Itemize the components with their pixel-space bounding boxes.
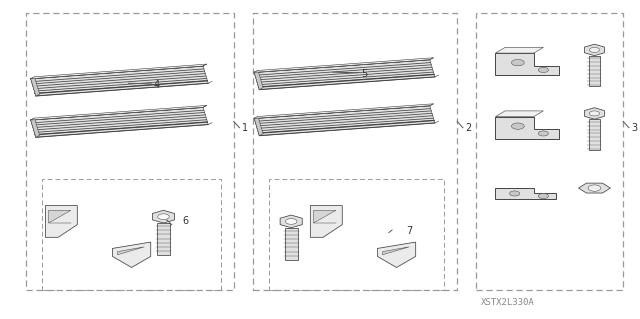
Text: 6: 6 [182, 216, 189, 226]
Polygon shape [280, 215, 302, 228]
Polygon shape [310, 205, 342, 237]
Polygon shape [589, 119, 600, 150]
Polygon shape [584, 108, 604, 119]
Text: 1: 1 [242, 123, 248, 133]
Bar [269, 179, 444, 290]
Circle shape [538, 131, 548, 136]
Polygon shape [254, 60, 435, 90]
Text: 2: 2 [465, 123, 472, 133]
Bar [476, 13, 623, 290]
Circle shape [538, 67, 548, 72]
Polygon shape [31, 77, 40, 96]
Bar [42, 179, 221, 290]
Polygon shape [495, 111, 543, 117]
Polygon shape [31, 118, 40, 137]
Polygon shape [254, 116, 263, 136]
Circle shape [589, 48, 600, 52]
Circle shape [589, 111, 600, 116]
Polygon shape [31, 107, 208, 137]
Circle shape [588, 185, 601, 191]
Polygon shape [254, 58, 434, 72]
Polygon shape [31, 66, 208, 96]
Polygon shape [49, 210, 71, 223]
Polygon shape [157, 223, 170, 255]
Polygon shape [495, 53, 559, 75]
Text: 4: 4 [154, 80, 160, 90]
Polygon shape [378, 242, 415, 268]
Circle shape [157, 214, 169, 219]
Polygon shape [495, 188, 556, 199]
Polygon shape [584, 44, 604, 56]
Polygon shape [31, 64, 207, 79]
Polygon shape [285, 228, 298, 260]
Circle shape [511, 123, 524, 129]
Text: 3: 3 [632, 123, 637, 133]
Polygon shape [495, 117, 559, 139]
Polygon shape [45, 205, 77, 237]
Bar [26, 13, 234, 290]
Text: XSTX2L330A: XSTX2L330A [481, 298, 535, 307]
Circle shape [509, 191, 520, 196]
Polygon shape [589, 56, 600, 86]
Polygon shape [118, 247, 145, 255]
Circle shape [538, 194, 548, 198]
Text: 5: 5 [362, 69, 367, 79]
Polygon shape [152, 210, 175, 223]
Text: 7: 7 [406, 226, 412, 236]
Circle shape [511, 59, 524, 66]
Polygon shape [383, 247, 410, 255]
Polygon shape [579, 183, 611, 193]
Polygon shape [314, 210, 336, 223]
Polygon shape [254, 104, 434, 118]
Polygon shape [254, 106, 435, 136]
Circle shape [285, 219, 297, 224]
Polygon shape [31, 105, 207, 120]
Polygon shape [495, 48, 543, 53]
Bar [253, 13, 457, 290]
Polygon shape [254, 70, 263, 90]
Polygon shape [113, 242, 151, 268]
